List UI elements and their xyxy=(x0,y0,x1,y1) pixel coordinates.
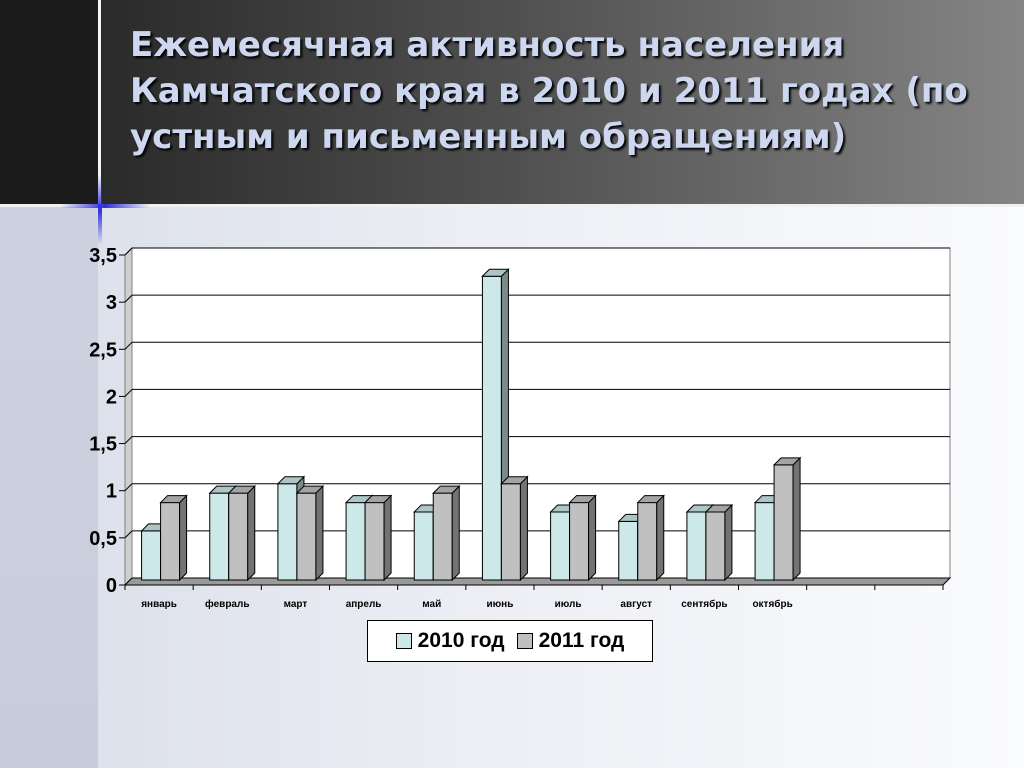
bar-2010 год-май xyxy=(413,511,434,581)
bar-2011 год-январь xyxy=(160,502,181,581)
bar-top xyxy=(227,485,256,494)
bar-top xyxy=(432,485,461,494)
bar-side xyxy=(451,484,460,582)
x-tick-label: октябрь xyxy=(752,598,792,610)
bar-side xyxy=(656,494,665,582)
bar-top xyxy=(295,485,325,494)
bar-2011 год-апрель xyxy=(364,502,385,581)
legend-label-2011: 2011 год xyxy=(538,629,625,652)
y-tick-label: 0,5 xyxy=(89,528,117,550)
legend-label-2010: 2010 год xyxy=(417,629,505,652)
gridline-side xyxy=(124,389,133,397)
bar-2010 год-август xyxy=(618,520,639,581)
header-band xyxy=(100,0,1024,205)
bar-2011 год-сентябрь xyxy=(705,511,726,581)
bar-2010 год-июнь xyxy=(481,275,502,581)
y-tick-label: 0 xyxy=(106,575,117,597)
gridline-side xyxy=(124,247,133,256)
bar-2010 год-январь xyxy=(141,530,162,581)
y-tick-label: 1 xyxy=(106,481,117,503)
bar-side xyxy=(247,484,256,582)
legend-swatch-2011 xyxy=(516,633,533,649)
bar-2010 год-февраль xyxy=(209,492,230,581)
left-strip xyxy=(0,207,98,768)
bar-top xyxy=(363,495,393,504)
y-tick-label: 2,5 xyxy=(89,339,117,361)
plot-area xyxy=(131,247,951,579)
bar-side xyxy=(315,484,324,582)
bar-2010 год-апрель xyxy=(345,502,366,581)
bar-top xyxy=(772,457,802,466)
bar-side xyxy=(724,503,733,582)
x-tick-label: август xyxy=(620,599,652,610)
gridline-side xyxy=(124,483,133,492)
chart-legend: 2010 год 2011 год xyxy=(367,620,653,662)
legend-swatch-2010 xyxy=(395,633,412,649)
header-divider-horizontal xyxy=(0,204,1024,207)
bar-top xyxy=(704,504,734,513)
bar-2011 год-август xyxy=(637,502,658,581)
gridline-side xyxy=(124,294,133,303)
bar-2011 год-июль xyxy=(569,502,590,581)
bar-side xyxy=(588,494,597,582)
gridline-side xyxy=(124,436,133,444)
gridline-side xyxy=(124,341,133,350)
bar-2011 год-октябрь xyxy=(773,464,794,581)
bar-side xyxy=(792,456,801,582)
x-tick-label: апрель xyxy=(346,599,382,610)
bar-2010 год-июль xyxy=(550,511,571,581)
y-tick-label: 1,5 xyxy=(89,434,117,456)
y-tick-label: 2 xyxy=(106,386,117,408)
bar-2010 год-октябрь xyxy=(754,502,775,581)
x-tick-label: май xyxy=(422,599,441,610)
header-divider-vertical xyxy=(98,0,101,206)
y-tick-label: 3 xyxy=(106,292,117,314)
bar-top xyxy=(568,495,597,504)
light-flare-vertical xyxy=(98,175,102,245)
x-tick-label: март xyxy=(284,599,308,610)
x-tick-label: сентябрь xyxy=(681,598,727,610)
header-left-block xyxy=(0,0,100,205)
y-tick-label: 3,5 xyxy=(89,245,117,267)
bar-2011 год-июнь xyxy=(500,483,521,581)
bar-top xyxy=(636,495,665,504)
bar-top xyxy=(159,495,188,504)
bar-2011 год-май xyxy=(432,492,453,581)
slide-title: Ежемесячная активность населения Камчатс… xyxy=(130,25,968,157)
legend-item-2010: 2010 год xyxy=(395,629,505,653)
x-tick-label: июль xyxy=(555,599,582,610)
bar-side xyxy=(383,494,392,582)
legend-item-2011: 2011 год xyxy=(516,629,625,653)
bar-2010 год-март xyxy=(277,483,298,581)
x-tick-label: февраль xyxy=(205,598,250,610)
bar-2010 год-сентябрь xyxy=(686,511,707,581)
bar-top xyxy=(481,268,510,277)
bar-side xyxy=(179,494,188,582)
x-tick-label: январь xyxy=(141,599,177,610)
bar-2011 год-февраль xyxy=(228,492,249,581)
gridline-side xyxy=(124,530,133,539)
bar-2011 год-март xyxy=(296,492,317,581)
bar-top xyxy=(276,476,306,485)
x-tick-label: июнь xyxy=(486,599,513,610)
bar-top xyxy=(500,476,529,485)
light-flare-horizontal xyxy=(60,204,150,208)
bar-side xyxy=(519,475,528,582)
